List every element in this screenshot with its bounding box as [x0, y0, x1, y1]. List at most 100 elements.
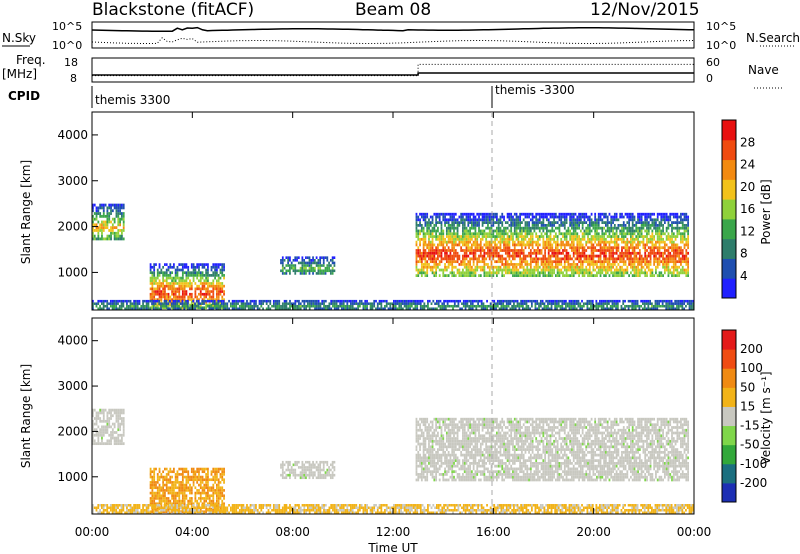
power-cell [562, 257, 564, 261]
power-cell [219, 276, 222, 280]
velocity-cell [431, 462, 434, 465]
power-cell [590, 260, 593, 264]
power-cell [162, 276, 165, 280]
power-cell [674, 263, 677, 266]
power-cell [615, 246, 618, 250]
power-cell [149, 263, 152, 266]
power-cell [619, 232, 622, 236]
power-cell [521, 249, 523, 252]
power-cell [407, 304, 410, 308]
power-cell [111, 217, 114, 221]
power-cell [628, 218, 631, 222]
velocity-cell [428, 470, 430, 474]
power-cell [685, 215, 688, 219]
power-cell [283, 299, 286, 303]
power-cell [198, 263, 200, 266]
power-cell [296, 258, 298, 262]
power-cell [490, 218, 493, 222]
power-cell [426, 221, 429, 224]
power-cell [653, 254, 656, 258]
power-cell [649, 257, 652, 261]
power-cell [476, 223, 479, 227]
power-cell [637, 229, 639, 233]
velocity-cell [420, 442, 423, 446]
power-cell [610, 223, 613, 227]
power-cell [596, 226, 598, 230]
power-cell [504, 268, 507, 272]
power-cell [422, 254, 425, 258]
power-cell [452, 304, 454, 308]
power-cell [212, 295, 215, 299]
power-cell [307, 304, 309, 308]
power-cell [658, 223, 661, 227]
power-cell [466, 304, 469, 308]
power-cell [329, 272, 332, 275]
power-cell [439, 307, 442, 310]
power-cell [574, 221, 577, 224]
power-cell [389, 307, 392, 310]
power-cell [153, 282, 156, 285]
power-cell [111, 229, 114, 232]
power-cell [567, 263, 570, 266]
power-cell [194, 302, 196, 305]
power-cell [207, 282, 209, 285]
power-cell [427, 304, 429, 308]
power-cell [617, 274, 620, 277]
power-cell [382, 307, 385, 310]
power-cell [576, 263, 579, 266]
power-cell [660, 223, 663, 227]
power-cell [585, 212, 588, 216]
power-cell [289, 307, 291, 310]
power-cell [321, 264, 323, 267]
power-cell [535, 274, 538, 277]
power-cell [604, 215, 607, 219]
power-cell [162, 265, 165, 269]
velocity-cell [453, 464, 455, 468]
power-cell [621, 268, 623, 272]
power-ytick-label: 1000 [57, 265, 88, 279]
power-cell [467, 243, 470, 247]
power-cell [212, 287, 215, 291]
power-cell [453, 243, 455, 247]
power-cell [587, 218, 589, 222]
power-cell [628, 240, 631, 244]
power-cell [435, 257, 438, 261]
power-cell [454, 232, 457, 236]
power-cell [192, 307, 195, 310]
power-cell [513, 254, 516, 258]
power-cell [635, 237, 638, 241]
power-cell [456, 257, 459, 261]
power-cell [622, 240, 625, 244]
power-cell [174, 292, 177, 296]
power-cell [449, 235, 452, 238]
power-cell [108, 203, 111, 207]
velocity-cell [419, 417, 421, 421]
power-cell [424, 243, 427, 247]
power-cell [101, 237, 103, 241]
power-cell [440, 240, 443, 244]
power-cell [538, 249, 541, 252]
power-cell [676, 254, 679, 258]
power-cell [524, 229, 527, 233]
power-cell [331, 256, 334, 259]
velocity-cell [431, 439, 434, 443]
power-cell [526, 212, 529, 216]
power-cell [445, 254, 448, 258]
power-cell [458, 235, 461, 238]
velocity-cell [420, 478, 423, 482]
power-cell [653, 249, 656, 252]
power-cell [435, 268, 438, 272]
power-cell [656, 240, 659, 244]
power-cell [519, 223, 522, 227]
power-cell [526, 263, 529, 266]
power-cell [442, 237, 445, 241]
velocity-cell [426, 464, 429, 468]
power-cell [513, 240, 516, 244]
power-cell [328, 304, 331, 308]
power-cell [674, 274, 677, 277]
power-cell [479, 229, 482, 233]
velocity-cell [454, 442, 457, 446]
power-cell [99, 237, 102, 241]
power-cell [221, 268, 224, 272]
power-cell [440, 212, 443, 216]
